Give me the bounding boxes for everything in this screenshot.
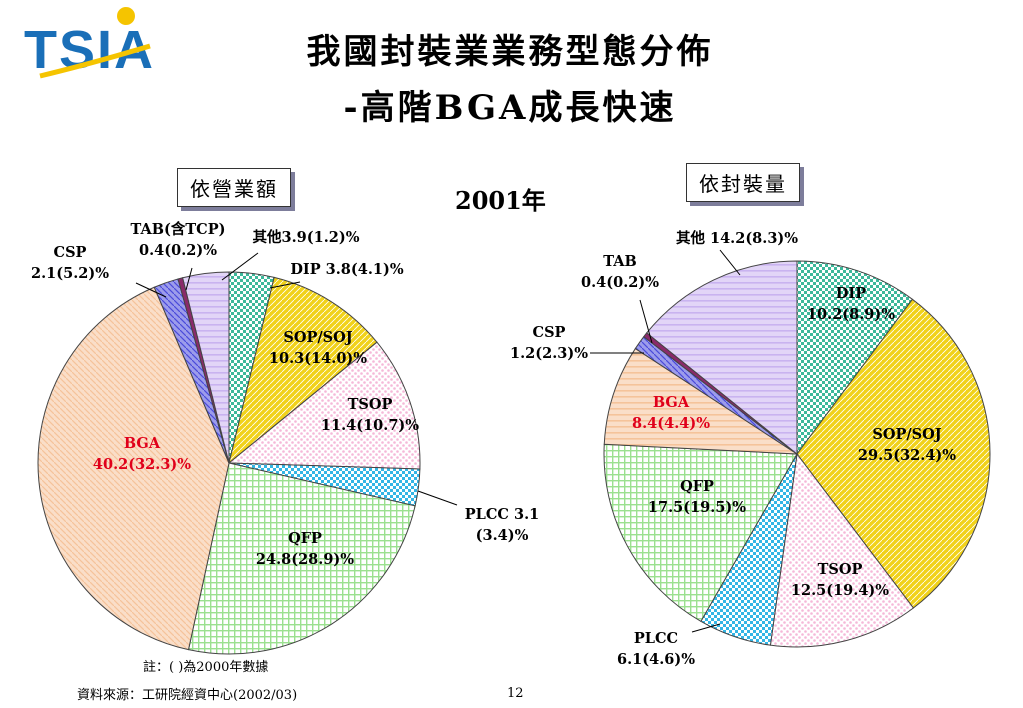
revenue-slice-label-line: 10.3(14.0)% [269, 350, 367, 367]
revenue-slice-label-line: 24.8(28.9)% [256, 551, 354, 568]
revenue-slice-label-line: 2.1(5.2)% [31, 265, 109, 282]
volume-slice-label-line: 0.4(0.2)% [581, 274, 659, 291]
tsia-logo: TSIA [24, 7, 153, 80]
revenue-slice-label-line: TAB(含TCP) [131, 220, 226, 238]
volume-leader-plcc [691, 623, 721, 633]
revenue-slice-label-bga: BGA 40.2(32.3)% [93, 435, 191, 473]
volume-leader-tab [639, 299, 653, 344]
revenue-slice-label-line: BGA [124, 435, 161, 452]
footnote: 註：( )為2000年數據 [143, 660, 269, 675]
volume-slice-label-line: 其他 14.2(8.3)% [676, 229, 798, 247]
revenue-leader-other [221, 252, 259, 281]
volume-slice-label-tab: TAB 0.4(0.2)% [581, 253, 659, 291]
volume-slice-label-line: PLCC [634, 630, 678, 647]
revenue-pie-slice-qfp [187, 462, 416, 655]
year-label: 2001年 [455, 186, 546, 215]
revenue-leader-plcc [417, 490, 458, 506]
volume-slice-label-line: TAB [603, 253, 637, 270]
volume-chart-label: 依封裝量 [686, 163, 800, 202]
volume-slice-label-qfp: QFP 17.5(19.5)% [648, 478, 746, 516]
tsia-logo-dot [117, 7, 135, 25]
page-title-line1: 我國封裝業業務型態分佈 [306, 32, 714, 72]
revenue-slice-label-line: QFP [288, 530, 322, 547]
volume-slice-label-line: 12.5(19.4)% [791, 582, 889, 599]
revenue-slice-label-line: 其他3.9(1.2)% [253, 228, 360, 246]
revenue-slice-label-line: SOP/SOJ [283, 329, 352, 346]
volume-slice-label-plcc: PLCC 6.1(4.6)% [617, 630, 695, 668]
revenue-leader-dip [269, 281, 301, 289]
revenue-slice-label-tab: TAB(含TCP) 0.4(0.2)% [131, 220, 226, 259]
volume-slice-label-line: 8.4(4.4)% [632, 415, 710, 432]
page-title-line2: -高階BGA成長快速 [343, 88, 677, 128]
source-note: 資料來源：工研院經資中心(2002/03) [77, 688, 298, 703]
volume-pie-slice-tsop [769, 452, 915, 648]
revenue-slice-label-line: 0.4(0.2)% [139, 242, 217, 259]
volume-slice-label-bga: BGA 8.4(4.4)% [632, 394, 710, 432]
volume-slice-label-line: 6.1(4.6)% [617, 651, 695, 668]
volume-slice-label-line: TSOP [818, 561, 863, 578]
volume-slice-label-line: SOP/SOJ [872, 426, 941, 443]
revenue-slice-label-line: TSOP [348, 396, 393, 413]
volume-slice-label-other: 其他 14.2(8.3)% [676, 229, 798, 247]
revenue-slice-label-sop-soj: SOP/SOJ 10.3(14.0)% [269, 329, 367, 367]
revenue-pie-slice-tsop [227, 341, 421, 470]
volume-slice-label-dip: DIP 10.2(8.9)% [807, 285, 895, 323]
volume-slice-label-line: BGA [653, 394, 690, 411]
revenue-pie-slice-bga [37, 286, 230, 651]
revenue-slice-label-csp: CSP 2.1(5.2)% [31, 244, 109, 282]
revenue-leader-csp [135, 282, 167, 298]
volume-pie-slice-dip [796, 260, 914, 456]
volume-slice-label-line: 10.2(8.9)% [807, 306, 895, 323]
pie-chart-volume: DIP 10.2(8.9)% SOP/SOJ 29.5(32.4)% TSOP 12.5(… [510, 229, 991, 668]
volume-slice-label-line: 29.5(32.4)% [858, 447, 956, 464]
revenue-pie-slice-sop-soj [228, 276, 378, 465]
revenue-slice-label-qfp: QFP 24.8(28.9)% [256, 530, 354, 568]
volume-slice-label-csp: CSP 1.2(2.3)% [510, 324, 588, 362]
revenue-slice-label-plcc: PLCC 3.1 (3.4)% [465, 506, 539, 544]
revenue-slice-label-line: 11.4(10.7)% [321, 417, 419, 434]
volume-slice-label-line: DIP [836, 285, 866, 302]
volume-slice-label-line: 17.5(19.5)% [648, 499, 746, 516]
revenue-slice-label-line: DIP 3.8(4.1)% [290, 261, 403, 278]
pie-chart-revenue: DIP 3.8(4.1)% SOP/SOJ 10.3(14.0)% TSOP 11.4(… [31, 220, 539, 655]
volume-slice-label-tsop: TSOP 12.5(19.4)% [791, 561, 889, 599]
revenue-slice-label-line: CSP [54, 244, 87, 261]
revenue-leader-tab [185, 267, 193, 291]
tsia-logo-swoosh [39, 43, 151, 79]
revenue-slice-label-line: PLCC 3.1 [465, 506, 539, 523]
revenue-slice-label-line: (3.4)% [476, 527, 529, 544]
revenue-chart-label: 依營業額 [177, 168, 291, 207]
volume-pie-slice-sop-soj [796, 298, 991, 609]
volume-pie-slice-qfp [603, 443, 798, 623]
revenue-slice-label-other: 其他3.9(1.2)% [253, 228, 360, 246]
volume-slice-label-line: QFP [680, 478, 714, 495]
volume-slice-label-line: 1.2(2.3)% [510, 345, 588, 362]
volume-pie-slice-other [646, 260, 798, 456]
volume-slice-label-sop-soj: SOP/SOJ 29.5(32.4)% [858, 426, 956, 464]
volume-slice-label-line: CSP [533, 324, 566, 341]
volume-leader-other [719, 249, 741, 276]
revenue-slice-label-dip: DIP 3.8(4.1)% [290, 261, 403, 278]
revenue-slice-label-tsop: TSOP 11.4(10.7)% [321, 396, 419, 434]
revenue-slice-label-line: 40.2(32.3)% [93, 456, 191, 473]
page-number: 12 [507, 686, 524, 701]
volume-pie-slice-bga [603, 347, 799, 455]
revenue-pie-slice-other [182, 271, 230, 464]
